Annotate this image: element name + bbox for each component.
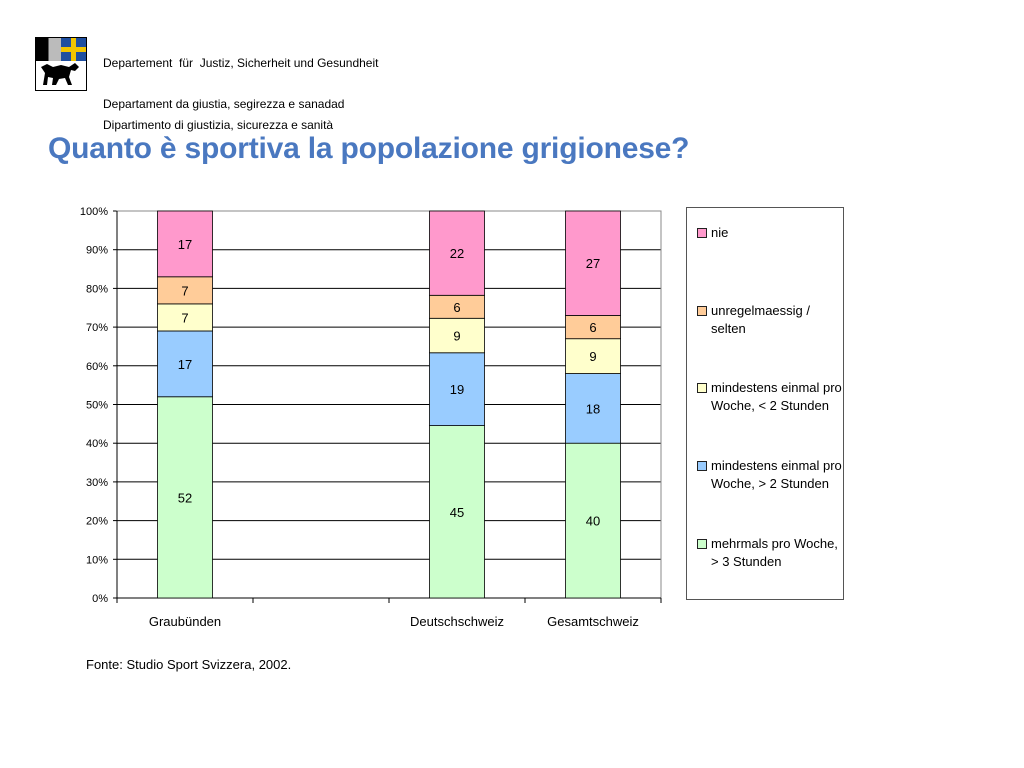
department-name-it: Dipartimento di giustizia, sicurezza e s…: [103, 118, 334, 132]
y-tick-label: 80%: [86, 283, 108, 295]
bar-segment: [429, 352, 485, 426]
bar-segment: [429, 210, 485, 296]
bar-segment: [429, 317, 485, 354]
data-label: 22: [450, 246, 464, 261]
legend-swatch: [697, 228, 707, 238]
legend-label: nie: [711, 225, 729, 240]
bar-segment: [157, 303, 213, 332]
data-label: 40: [586, 514, 600, 529]
x-tick-label: Deutschschweiz: [410, 614, 504, 629]
legend-label: unregelmaessig / selten: [711, 303, 810, 336]
y-tick-label: 30%: [86, 477, 108, 489]
bar-segment: [565, 442, 621, 599]
data-label: 6: [589, 320, 596, 335]
y-tick-label: 50%: [86, 400, 108, 412]
department-name-de: Departement für Justiz, Sicherheit und G…: [103, 56, 379, 70]
bar-segment: [157, 330, 213, 398]
y-tick-label: 100%: [80, 206, 108, 218]
data-label: 45: [450, 505, 464, 520]
bar-segment: [565, 338, 621, 374]
x-tick-label: Graubünden: [149, 614, 221, 629]
y-tick-label: 40%: [86, 438, 108, 450]
chart-legend: nie unregelmaessig / selten mindestens ein…: [686, 207, 844, 600]
data-label: 18: [586, 401, 600, 416]
legend-swatch: [697, 383, 707, 393]
legend-swatch: [697, 461, 707, 471]
department-name-rm: Departament da giustia, segirezza e sana…: [103, 97, 345, 111]
legend-label: mehrmals pro Woche, > 3 Stunden: [711, 536, 838, 569]
bar-segment: [429, 425, 485, 599]
data-label: 9: [453, 329, 460, 344]
legend-swatch: [697, 306, 707, 316]
y-tick-label: 0%: [92, 593, 108, 605]
data-label: 17: [178, 237, 192, 252]
y-tick-label: 70%: [86, 322, 108, 334]
data-label: 17: [178, 357, 192, 372]
y-tick-label: 10%: [86, 554, 108, 566]
coat-of-arms-icon: [35, 37, 87, 91]
source-note: Fonte: Studio Sport Svizzera, 2002.: [86, 657, 292, 672]
data-label: 6: [453, 300, 460, 315]
legend-label: mindestens einmal pro Woche, < 2 Stunden: [711, 380, 842, 413]
legend-label: mindestens einmal pro Woche, > 2 Stunden: [711, 458, 842, 491]
y-tick-label: 20%: [86, 516, 108, 528]
data-label: 7: [181, 310, 188, 325]
legend-swatch: [697, 539, 707, 549]
data-label: 27: [586, 256, 600, 271]
bar-segment: [157, 210, 213, 278]
y-tick-label: 90%: [86, 245, 108, 257]
y-tick-label: 60%: [86, 361, 108, 373]
data-label: 19: [450, 382, 464, 397]
bar-segment: [565, 210, 621, 316]
data-label: 7: [181, 283, 188, 298]
x-tick-label: Gesamtschweiz: [547, 614, 639, 629]
data-label: 52: [178, 490, 192, 505]
bar-segment: [565, 373, 621, 444]
data-label: 9: [589, 349, 596, 364]
slide-title: Quanto è sportiva la popolazione grigion…: [48, 132, 690, 165]
